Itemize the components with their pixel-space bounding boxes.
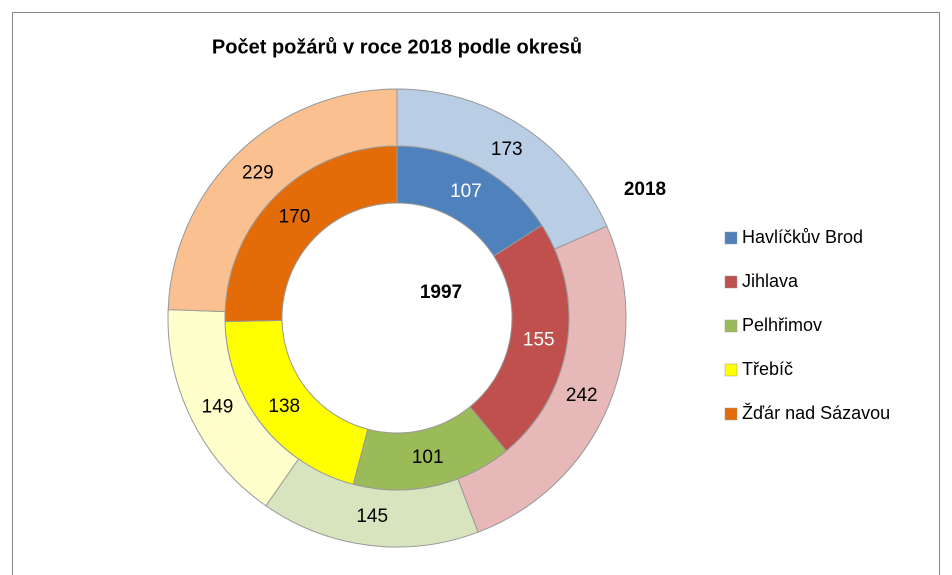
legend-label: Třebíč — [742, 359, 793, 379]
series-label: 2018 — [624, 179, 666, 200]
legend-swatch — [724, 407, 738, 421]
chart-title: Počet požárů v roce 2018 podle okresů — [212, 36, 582, 58]
data-label: 229 — [242, 163, 274, 184]
data-label: 138 — [268, 396, 300, 417]
legend-label: Pelhřimov — [742, 315, 822, 335]
data-label: 170 — [279, 207, 311, 228]
data-label: 173 — [491, 139, 523, 160]
data-label: 242 — [566, 385, 598, 406]
legend-swatch — [724, 319, 738, 333]
legend-label: Jihlava — [742, 271, 799, 291]
data-label: 101 — [412, 447, 444, 468]
legend-swatch — [724, 363, 738, 377]
slice — [167, 88, 398, 313]
data-label: 145 — [356, 506, 388, 527]
series-label: 1997 — [420, 282, 462, 303]
data-label: 107 — [450, 181, 482, 202]
legend-swatch — [724, 231, 738, 245]
legend-label: Havlíčkův Brod — [742, 227, 863, 247]
data-label: 149 — [202, 396, 234, 417]
data-label: 155 — [523, 329, 555, 350]
legend-swatch — [724, 275, 738, 289]
legend-label: Žďár nad Sázavou — [742, 403, 890, 423]
